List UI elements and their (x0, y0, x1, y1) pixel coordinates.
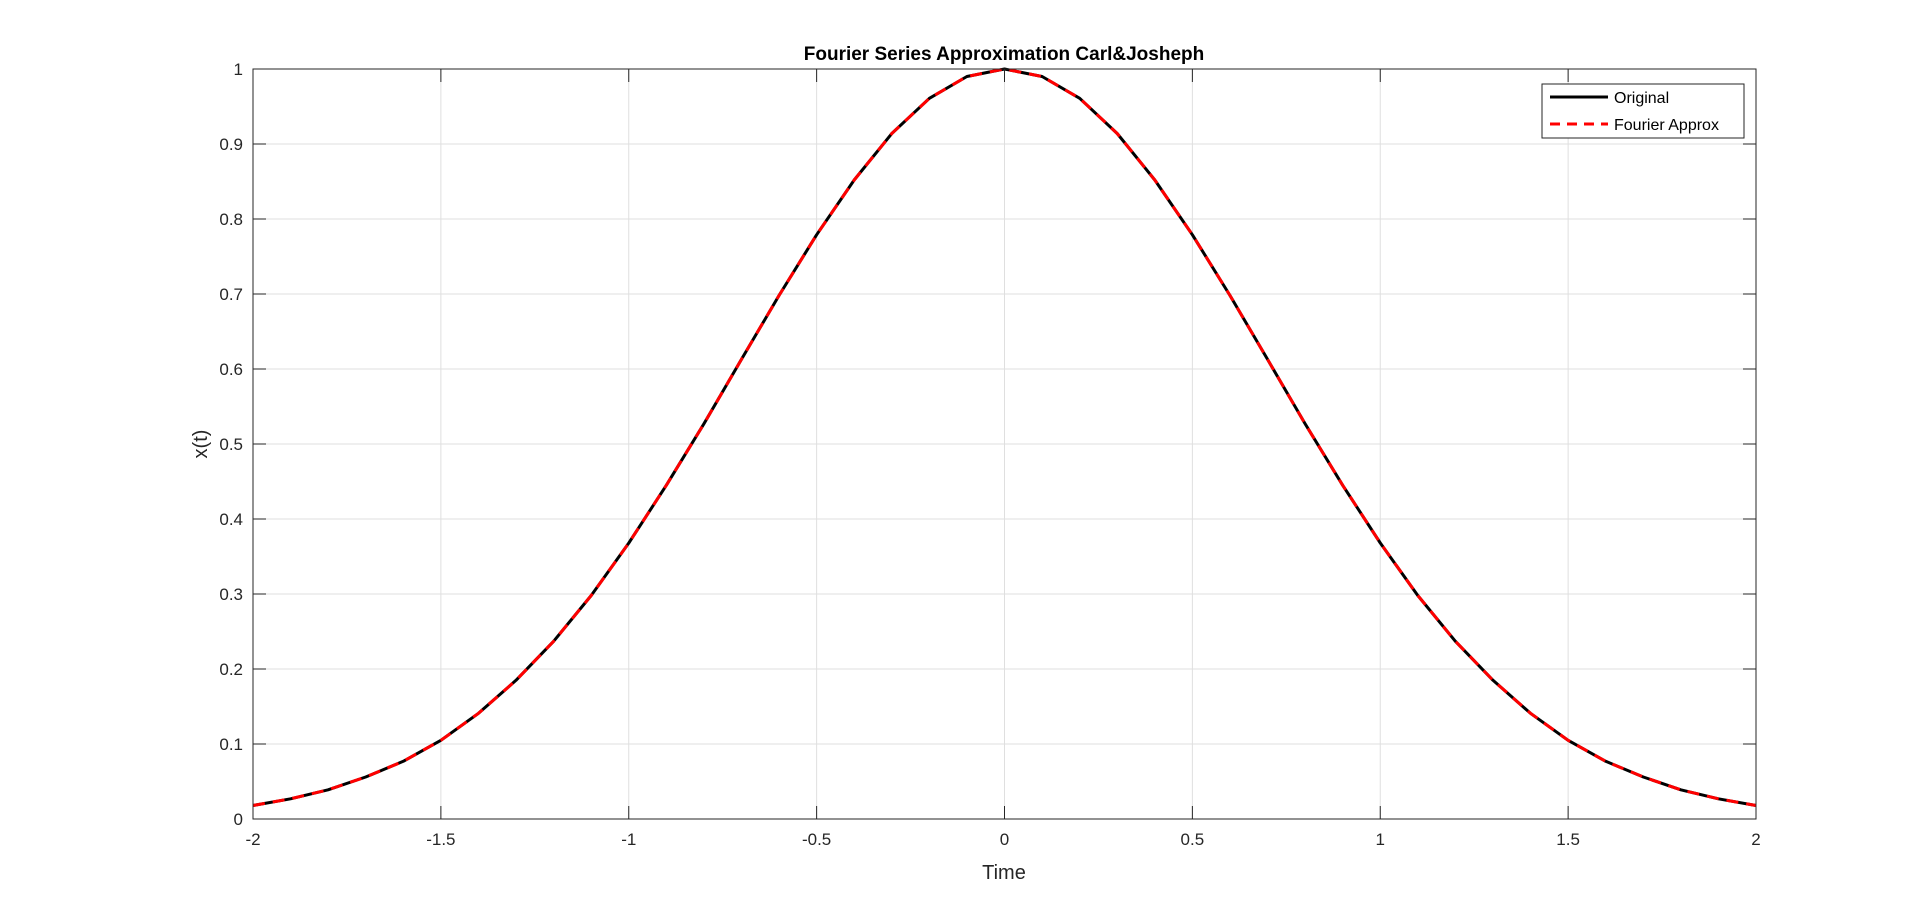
x-tick-label: 0 (1000, 830, 1009, 849)
x-tick-label: 1.5 (1556, 830, 1580, 849)
x-tick-label: -0.5 (802, 830, 831, 849)
x-tick-labels: -2 -1.5 -1 -0.5 0 0.5 1 1.5 2 (245, 830, 1760, 849)
legend-label-fourier-approx: Fourier Approx (1614, 117, 1719, 134)
y-tick-label: 0.5 (219, 435, 243, 454)
x-tick-label: -1 (621, 830, 636, 849)
y-tick-label: 0.4 (219, 510, 243, 529)
x-tick-label: 1 (1376, 830, 1385, 849)
y-tick-label: 0.8 (219, 210, 243, 229)
y-tick-label: 0 (234, 810, 243, 829)
y-tick-label: 0.2 (219, 660, 243, 679)
chart-title: Fourier Series Approximation Carl&Joshep… (804, 44, 1205, 65)
y-tick-label: 0.7 (219, 285, 243, 304)
x-tick-label: 0.5 (1181, 830, 1205, 849)
axis-ticks (252, 68, 1757, 820)
series-line-fourier-approx (252, 67, 1757, 807)
x-tick-label: 2 (1751, 830, 1760, 849)
legend-label-original: Original (1614, 90, 1669, 107)
y-tick-label: 0.3 (219, 585, 243, 604)
y-tick-label: 1 (234, 60, 243, 79)
x-tick-label: -1.5 (426, 830, 455, 849)
x-tick-label: -2 (245, 830, 260, 849)
grid-lines (253, 69, 1756, 819)
y-tick-labels: 0 0.1 0.2 0.3 0.4 0.5 0.6 0.7 0.8 0.9 1 (219, 60, 243, 829)
y-axis-label: x(t) (190, 430, 212, 459)
legend-box (1541, 83, 1745, 139)
y-tick-label: 0.1 (219, 735, 243, 754)
legend: Original Fourier Approx (1541, 83, 1745, 139)
y-tick-label: 0.9 (219, 135, 243, 154)
y-tick-label: 0.6 (219, 360, 243, 379)
x-axis-label: Time (982, 862, 1026, 884)
